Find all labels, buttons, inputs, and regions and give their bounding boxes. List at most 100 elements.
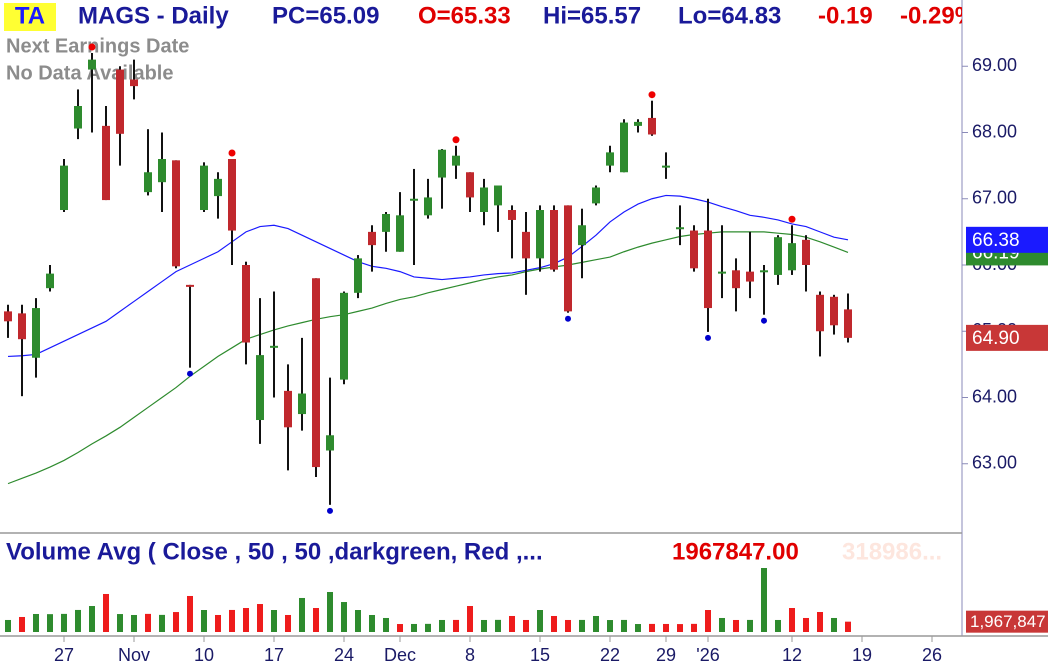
volume-bar [187, 595, 193, 632]
volume-bar [607, 620, 613, 632]
x-tick-label: Nov [118, 645, 150, 665]
y-tick-label: 68.00 [972, 121, 1017, 141]
candle-body [32, 308, 40, 358]
volume-bar [761, 568, 767, 632]
note: No Data Available [6, 62, 173, 84]
volume-bar [481, 619, 487, 632]
symbol: MAGS - Daily [78, 2, 229, 29]
volume-bar [509, 615, 515, 632]
candle-body [662, 165, 670, 168]
candle-body [480, 187, 488, 212]
low: Lo=64.83 [678, 2, 781, 29]
volume-avg: 318986... [842, 538, 942, 565]
volume-bar [33, 613, 39, 632]
x-tick-label: 24 [334, 645, 354, 665]
badge: TA [15, 2, 45, 29]
candle-body [312, 278, 320, 468]
candle-body [74, 106, 82, 129]
swing-low-marker [327, 507, 333, 514]
volume-bar [565, 619, 571, 632]
candle-body [382, 213, 390, 232]
volume-bar [341, 602, 347, 632]
candle-body [102, 125, 110, 201]
volume-bar [173, 612, 179, 632]
volume-bar [425, 623, 431, 632]
candle-body [424, 197, 432, 216]
candle-body [648, 117, 656, 135]
volume-label: 1,967,847 [970, 612, 1046, 631]
volume-bar [649, 623, 655, 632]
candle-body [494, 185, 502, 206]
x-tick-label: 29 [656, 645, 676, 665]
volume-bar [299, 597, 305, 632]
swing-high-marker [88, 43, 96, 51]
volume-bar [257, 604, 263, 632]
candle-body [536, 210, 544, 259]
candle-body [550, 210, 558, 270]
volume-bar [61, 613, 67, 632]
volume-bar [831, 617, 837, 632]
volume-bar [803, 617, 809, 632]
volume-bar [411, 623, 417, 632]
candle-body [592, 187, 600, 204]
candle-body [718, 271, 726, 274]
volume-bar [103, 593, 109, 632]
volume-bar [201, 610, 207, 632]
candle-body [788, 243, 796, 271]
volume-bar [523, 619, 529, 632]
high: Hi=65.57 [543, 2, 641, 29]
candle-body [508, 210, 516, 220]
candle-body [116, 69, 124, 134]
candle-body [60, 165, 68, 211]
swing-low-marker [761, 317, 767, 324]
volume-bar [593, 615, 599, 632]
candle-body [200, 165, 208, 211]
x-tick-label: 22 [600, 645, 620, 665]
candle-body [368, 231, 376, 246]
candle-body [690, 230, 698, 269]
candle-body [396, 215, 404, 252]
y-tick-label: 63.00 [972, 453, 1017, 473]
volume-value: 1967847.00 [672, 538, 799, 565]
price-label-box [966, 324, 1048, 351]
candle-body [214, 178, 222, 197]
volume-bar [327, 591, 333, 632]
volume-bar [635, 624, 641, 632]
candle-body [606, 152, 614, 166]
volume-bar [551, 615, 557, 632]
candle-body [746, 271, 754, 282]
x-tick-label: 19 [852, 645, 872, 665]
volume-bar [747, 619, 753, 632]
candle-body [802, 239, 810, 265]
candle-body [620, 122, 628, 173]
volume-bar [383, 617, 389, 632]
candle-body [830, 296, 838, 326]
volume-bar [75, 609, 81, 632]
candle-body [46, 273, 54, 289]
volume-bar [397, 624, 403, 632]
candle-body [816, 294, 824, 332]
candle-body [4, 311, 12, 322]
candle-body [410, 198, 418, 201]
x-tick-label: 26 [922, 645, 942, 665]
candle-body [452, 155, 460, 166]
volume-bar [733, 619, 739, 632]
candle-body [578, 225, 586, 246]
swing-high-marker [788, 215, 796, 223]
volume-bar [495, 619, 501, 632]
change: -0.19 [818, 2, 873, 29]
volume-bar [145, 613, 151, 632]
volume-bar [439, 619, 445, 632]
price-label: 64.90 [972, 328, 1020, 349]
x-tick-label: 10 [194, 645, 214, 665]
volume-bar [579, 619, 585, 632]
volume-bar [691, 623, 697, 632]
swing-low-marker [565, 315, 571, 322]
swing-low-marker [187, 370, 193, 377]
x-tick-label: '26 [696, 645, 719, 665]
candle-body [354, 258, 362, 293]
candle-body [564, 205, 572, 312]
volume-bar [89, 606, 95, 632]
